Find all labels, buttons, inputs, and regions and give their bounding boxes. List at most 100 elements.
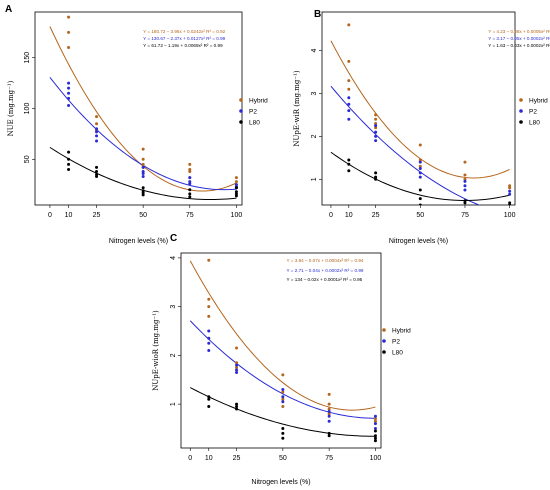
data-point-p2 (463, 179, 467, 183)
data-point-hybrid (374, 122, 378, 126)
data-point-l80 (235, 407, 239, 411)
data-point-l80 (373, 439, 377, 443)
data-point-hybrid (373, 419, 377, 423)
data-point-p2 (463, 188, 467, 192)
data-point-p2 (67, 96, 71, 100)
data-point-l80 (508, 201, 512, 205)
data-point-p2 (463, 184, 467, 188)
regression-equation: Y = 130.67 – 2.37x + 0.0127x² R² = 0.99 (143, 36, 225, 41)
data-point-p2 (207, 349, 211, 352)
fit-curve-hybrid (330, 40, 510, 179)
data-point-hybrid (235, 366, 239, 370)
regression-equation: Y = 3.17 – 0.05x + 0.0002x² R² = 0.99 (488, 36, 550, 41)
data-point-hybrid (347, 59, 351, 63)
legend-label-l80: L80 (249, 119, 260, 126)
data-point-p2 (327, 419, 331, 423)
data-point-p2 (347, 117, 351, 121)
data-point-l80 (207, 395, 211, 399)
regression-equation: Y = 1.63 – 0.03x + 0.0002x² R² = 0.97 (488, 43, 550, 48)
legend-marker-hybrid (382, 328, 386, 332)
y-tick-label: 1 (311, 177, 318, 181)
data-point-p2 (347, 109, 351, 113)
data-point-p2 (67, 91, 71, 95)
fit-curve-l80 (330, 151, 510, 202)
data-point-p2 (418, 175, 422, 179)
data-point-hybrid (327, 412, 331, 416)
data-point-p2 (374, 139, 378, 143)
data-point-l80 (281, 431, 285, 435)
fit-curve-p2 (189, 320, 376, 419)
data-point-p2 (347, 102, 351, 106)
x-tick-label: 50 (279, 455, 287, 462)
data-point-p2 (141, 175, 145, 179)
legend-label-l80: L80 (529, 119, 540, 126)
x-tick-label: 100 (370, 455, 382, 462)
y-axis-title: NUpE-wiR (mg.mg⁻¹) (293, 70, 301, 147)
x-tick-label: 100 (231, 212, 243, 219)
data-point-p2 (95, 134, 99, 138)
fit-curve-hybrid (189, 260, 376, 411)
legend-label-hybrid: Hybrid (249, 97, 268, 104)
legend-marker-p2 (382, 339, 386, 343)
x-tick-label: 0 (329, 212, 333, 219)
data-point-hybrid (327, 402, 331, 406)
data-point-l80 (463, 199, 467, 203)
data-point-hybrid (281, 390, 285, 394)
y-tick-label: 2 (170, 353, 177, 357)
plot-frame (321, 11, 516, 206)
data-point-l80 (207, 405, 211, 409)
data-point-l80 (234, 186, 238, 190)
legend-marker-l80 (519, 120, 523, 124)
data-point-l80 (95, 165, 99, 169)
data-point-hybrid (67, 30, 71, 34)
data-point-l80 (67, 157, 71, 161)
panel-letter: A (5, 4, 12, 15)
legend-label-l80: L80 (392, 349, 403, 356)
legend-label-hybrid: Hybrid (529, 97, 548, 104)
y-tick-label: 3 (170, 305, 177, 309)
y-tick-label: 150 (24, 52, 31, 64)
x-tick-label: 0 (188, 455, 192, 462)
data-point-l80 (347, 169, 351, 173)
data-point-l80 (374, 171, 378, 175)
x-axis-title: Nitrogen levels (%) (389, 238, 448, 245)
plot-area (49, 15, 238, 201)
data-point-l80 (463, 201, 467, 205)
regression-equation: Y = 4.23 – 0.08x + 0.0005x² R² = 0.94 (488, 29, 550, 34)
data-point-l80 (95, 169, 99, 173)
data-point-hybrid (327, 407, 331, 411)
data-point-hybrid (281, 405, 285, 409)
data-point-p2 (281, 400, 285, 404)
data-point-l80 (141, 186, 145, 190)
y-tick-label: 100 (24, 103, 31, 115)
legend-label-hybrid: Hybrid (392, 327, 411, 334)
y-tick-label: 50 (24, 155, 31, 163)
plot-area (330, 23, 512, 205)
data-point-l80 (281, 436, 285, 440)
data-point-hybrid (235, 346, 239, 350)
data-point-p2 (235, 368, 239, 372)
data-point-l80 (67, 150, 71, 154)
data-point-p2 (373, 422, 377, 426)
x-axis-title: Nitrogen levels (%) (109, 238, 168, 245)
data-point-l80 (235, 402, 239, 406)
data-point-hybrid (347, 87, 351, 91)
data-point-hybrid (347, 23, 351, 27)
data-point-hybrid (281, 373, 285, 377)
data-point-l80 (374, 175, 378, 179)
legend-marker-l80 (239, 120, 243, 124)
data-point-p2 (508, 189, 512, 193)
data-point-p2 (188, 176, 192, 180)
regression-equation: Y = 3.94 – 0.07x + 0.0004x² R² = 0.94 (287, 258, 364, 263)
data-point-hybrid (95, 122, 99, 126)
data-point-p2 (188, 182, 192, 186)
data-point-p2 (235, 363, 239, 367)
fit-curve-l80 (190, 387, 376, 437)
data-point-p2 (281, 395, 285, 399)
data-point-l80 (188, 188, 192, 192)
data-point-l80 (373, 434, 377, 438)
x-tick-label: 0 (48, 212, 52, 219)
data-point-hybrid (207, 305, 211, 309)
legend-marker-l80 (382, 350, 386, 354)
data-point-l80 (235, 405, 239, 409)
